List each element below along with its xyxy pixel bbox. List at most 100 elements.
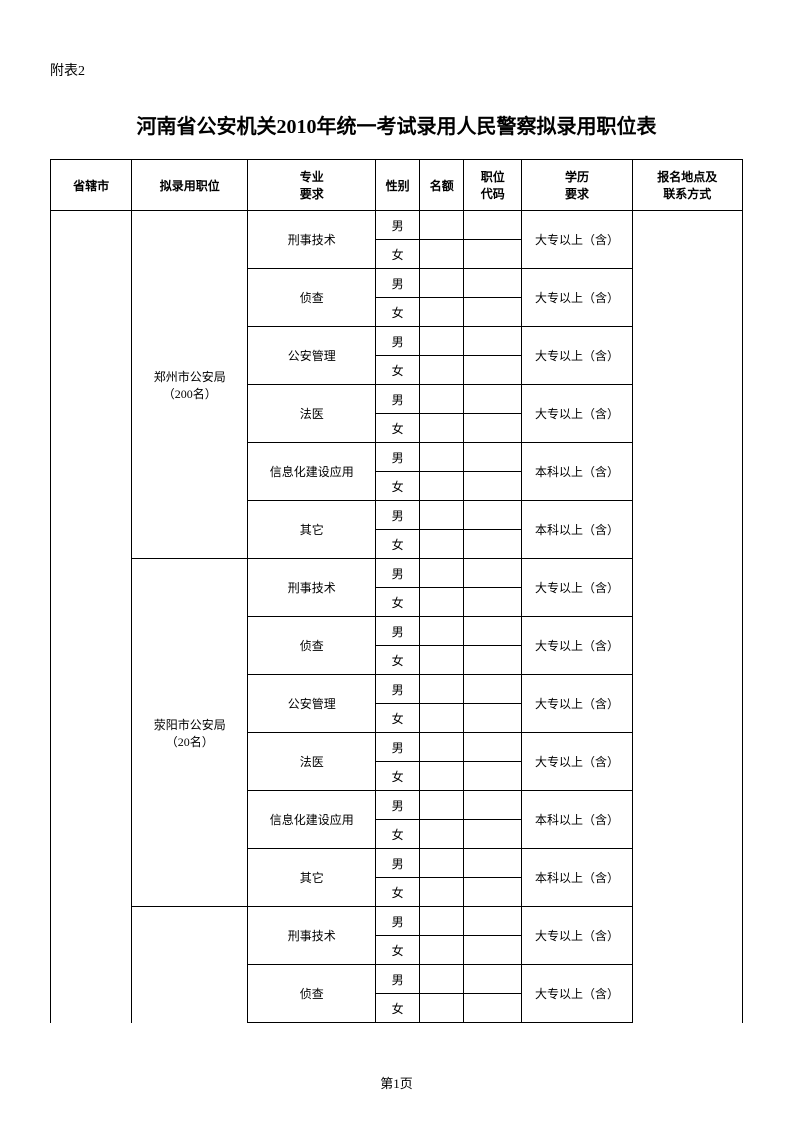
cell-edu: 大专以上（含）	[522, 269, 632, 327]
cell-code	[464, 559, 522, 588]
cell-edu: 大专以上（含）	[522, 965, 632, 1023]
cell-quota	[420, 675, 464, 704]
cell-major: 信息化建设应用	[248, 443, 376, 501]
cell-edu: 大专以上（含）	[522, 733, 632, 791]
cell-unit: 郑州市公安局 （200名）	[132, 211, 248, 559]
cell-gender: 女	[376, 356, 420, 385]
cell-gender: 男	[376, 791, 420, 820]
cell-major: 信息化建设应用	[248, 791, 376, 849]
cell-code	[464, 298, 522, 327]
cell-edu: 大专以上（含）	[522, 559, 632, 617]
cell-gender: 男	[376, 443, 420, 472]
cell-edu: 本科以上（含）	[522, 849, 632, 907]
cell-code	[464, 356, 522, 385]
cell-code	[464, 994, 522, 1023]
cell-gender: 女	[376, 298, 420, 327]
cell-code	[464, 269, 522, 298]
cell-gender: 男	[376, 907, 420, 936]
cell-gender: 女	[376, 704, 420, 733]
cell-code	[464, 327, 522, 356]
cell-gender: 男	[376, 501, 420, 530]
page-footer: 第1页	[0, 1073, 793, 1092]
cell-code	[464, 907, 522, 936]
cell-quota	[420, 733, 464, 762]
cell-gender: 女	[376, 936, 420, 965]
col-quota: 名额	[420, 160, 464, 211]
cell-quota	[420, 269, 464, 298]
cell-code	[464, 501, 522, 530]
cell-gender: 女	[376, 472, 420, 501]
cell-major: 其它	[248, 849, 376, 907]
cell-quota	[420, 704, 464, 733]
cell-quota	[420, 414, 464, 443]
cell-major: 刑事技术	[248, 559, 376, 617]
cell-quota	[420, 762, 464, 791]
cell-code	[464, 704, 522, 733]
cell-gender: 男	[376, 849, 420, 878]
cell-code	[464, 762, 522, 791]
col-contact: 报名地点及 联系方式	[632, 160, 742, 211]
col-major: 专业 要求	[248, 160, 376, 211]
cell-quota	[420, 994, 464, 1023]
cell-gender: 女	[376, 646, 420, 675]
cell-major: 公安管理	[248, 675, 376, 733]
cell-gender: 男	[376, 327, 420, 356]
cell-code	[464, 240, 522, 269]
cell-code	[464, 849, 522, 878]
attachment-label: 附表2	[50, 60, 743, 80]
cell-quota	[420, 878, 464, 907]
col-city: 省辖市	[51, 160, 132, 211]
cell-code	[464, 878, 522, 907]
cell-edu: 大专以上（含）	[522, 385, 632, 443]
cell-quota	[420, 501, 464, 530]
cell-contact	[632, 211, 742, 1023]
cell-edu: 本科以上（含）	[522, 501, 632, 559]
cell-quota	[420, 211, 464, 240]
cell-code	[464, 385, 522, 414]
cell-edu: 大专以上（含）	[522, 907, 632, 965]
cell-quota	[420, 443, 464, 472]
cell-edu: 大专以上（含）	[522, 617, 632, 675]
col-unit: 拟录用职位	[132, 160, 248, 211]
cell-quota	[420, 240, 464, 269]
page-title: 河南省公安机关2010年统一考试录用人民警察拟录用职位表	[50, 110, 743, 139]
cell-quota	[420, 646, 464, 675]
cell-unit: 荥阳市公安局 （20名）	[132, 559, 248, 907]
cell-code	[464, 820, 522, 849]
cell-quota	[420, 820, 464, 849]
cell-quota	[420, 849, 464, 878]
cell-major: 法医	[248, 385, 376, 443]
cell-gender: 女	[376, 762, 420, 791]
cell-code	[464, 617, 522, 646]
cell-gender: 男	[376, 211, 420, 240]
cell-code	[464, 646, 522, 675]
cell-gender: 女	[376, 994, 420, 1023]
cell-gender: 男	[376, 733, 420, 762]
table-row: 郑州市公安局 （200名） 刑事技术 男 大专以上（含）	[51, 211, 743, 240]
cell-quota	[420, 385, 464, 414]
col-edu: 学历 要求	[522, 160, 632, 211]
cell-quota	[420, 530, 464, 559]
cell-major: 侦查	[248, 617, 376, 675]
cell-unit	[132, 907, 248, 1023]
cell-gender: 男	[376, 269, 420, 298]
cell-code	[464, 443, 522, 472]
cell-edu: 大专以上（含）	[522, 211, 632, 269]
cell-code	[464, 965, 522, 994]
cell-quota	[420, 472, 464, 501]
cell-edu: 本科以上（含）	[522, 791, 632, 849]
cell-code	[464, 733, 522, 762]
cell-quota	[420, 936, 464, 965]
cell-city	[51, 211, 132, 1023]
cell-edu: 大专以上（含）	[522, 675, 632, 733]
cell-gender: 男	[376, 559, 420, 588]
cell-gender: 女	[376, 878, 420, 907]
cell-major: 公安管理	[248, 327, 376, 385]
cell-major: 法医	[248, 733, 376, 791]
cell-edu: 大专以上（含）	[522, 327, 632, 385]
cell-gender: 男	[376, 965, 420, 994]
cell-quota	[420, 965, 464, 994]
cell-major: 刑事技术	[248, 907, 376, 965]
cell-major: 其它	[248, 501, 376, 559]
cell-major: 刑事技术	[248, 211, 376, 269]
